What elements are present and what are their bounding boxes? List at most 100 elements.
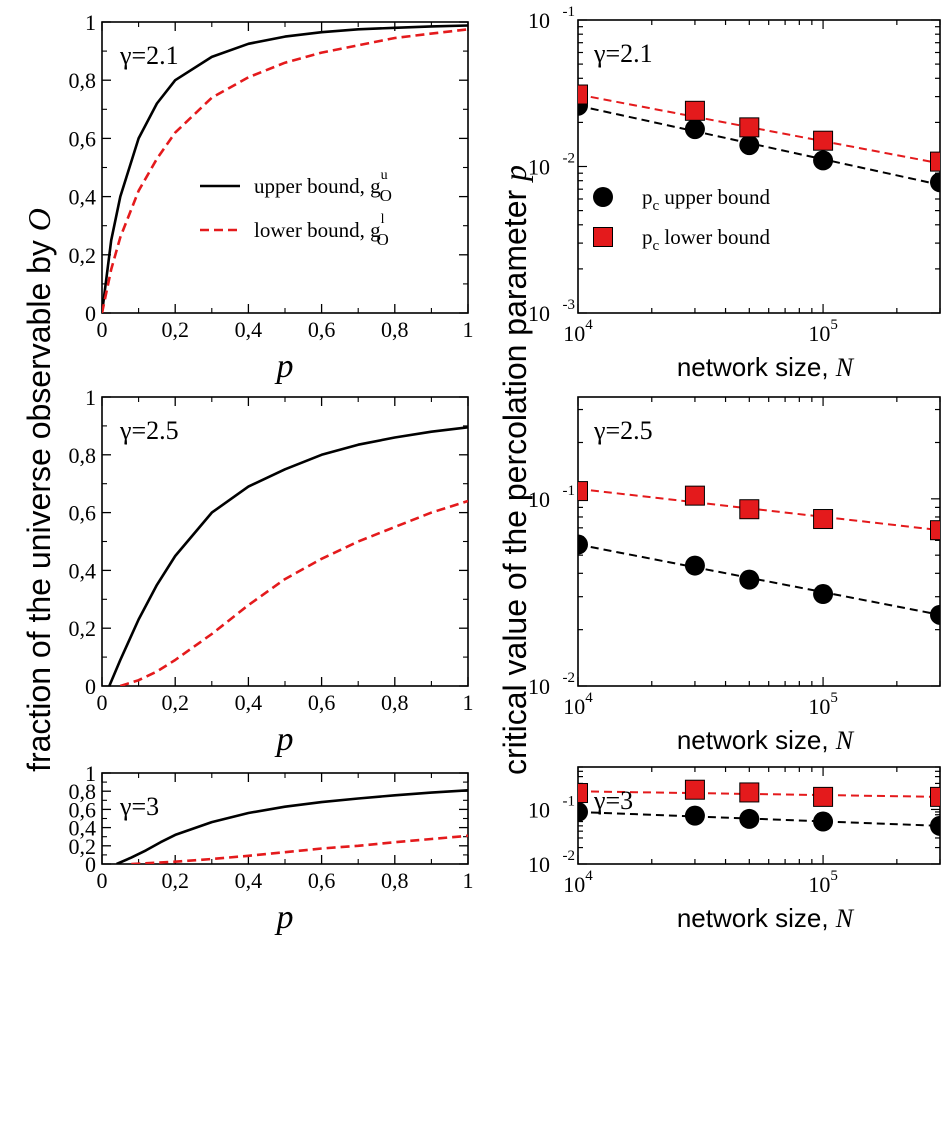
y-tick-label: 1	[85, 761, 96, 786]
series-line-upper	[116, 789, 468, 864]
y-tick-label-exponent: -1	[563, 483, 576, 499]
y-tick-label: 10 -2	[528, 670, 575, 699]
data-point-circle	[578, 534, 588, 555]
y-tick-label-base: 10	[528, 8, 550, 33]
y-tick-label-exponent: -2	[563, 670, 576, 686]
data-point-square	[739, 117, 760, 138]
data-point-circle	[813, 811, 834, 832]
x-tick-label: 0,4	[235, 317, 263, 342]
legend-label-lower: pc lower bound	[642, 225, 770, 254]
y-tick-label: 0,2	[69, 616, 97, 641]
x-tick-label-base: 10	[808, 321, 830, 346]
x-tick-label-base: 10	[563, 694, 585, 719]
x-tick-label: 1	[463, 868, 474, 893]
y-tick-label-base: 10	[528, 797, 550, 822]
plot-frame	[577, 766, 941, 865]
data-point-square	[930, 151, 940, 172]
x-tick-label: 1	[463, 317, 474, 342]
y-tick-label: 0,6	[69, 797, 97, 822]
right-shared-ylabel: critical value of the percolation parame…	[497, 165, 533, 775]
y-tick-label: 0,8	[69, 779, 97, 804]
legend-name: p	[642, 185, 653, 209]
data-point-square	[739, 499, 760, 520]
legend-suffix: upper bound	[659, 185, 770, 209]
svg-text:fraction of the universe obser: fraction of the universe observable by O	[21, 208, 57, 772]
y-tick-label-base: 10	[528, 487, 550, 512]
x-tick-label-base: 10	[563, 321, 585, 346]
x-tick-label: 105	[808, 690, 838, 719]
y-tick-label: 0,4	[69, 558, 97, 583]
legend-sup: u	[381, 168, 388, 183]
y-tick-label-base: 10	[528, 155, 550, 180]
y-tick-label-exponent: -2	[563, 151, 576, 167]
y-tick-label: 10 -1	[528, 483, 575, 512]
legend-suffix: lower bound	[659, 225, 770, 249]
y-tick-label: 1	[85, 10, 96, 35]
y-tick-label: 10 -3	[528, 297, 575, 326]
legend-sub: c	[653, 198, 660, 214]
plot-area	[102, 24, 468, 313]
data-point-circle	[684, 805, 705, 826]
legend-label-upper: upper bound, gu O	[254, 168, 392, 205]
x-tick-label: 0,4	[235, 690, 263, 715]
x-tick-label: 104	[563, 690, 593, 719]
panel-1: 0 0,2 0,4 0,6 0,8 1 0 0,2 0,4 0,6 0,8 1 p γ=2.1 upper …	[69, 10, 474, 385]
plot-area	[578, 779, 940, 836]
y-tick-label: 10 -2	[528, 848, 575, 877]
x-tick-label: 0,6	[308, 868, 336, 893]
x-axis-title-var: N	[835, 353, 855, 382]
y-tick-label-exponent: -1	[563, 793, 576, 809]
data-point-square	[578, 84, 588, 105]
data-point-square	[813, 509, 834, 530]
y-tick-label: 0,6	[69, 126, 97, 151]
x-tick-label-exponent: 5	[830, 868, 838, 884]
x-axis-title-text: network size,	[677, 903, 836, 933]
x-tick-label: 0,4	[235, 868, 263, 893]
y-tick-label: 0,8	[69, 68, 97, 93]
x-tick-label-base: 10	[563, 872, 585, 897]
x-tick-label-base: 10	[808, 872, 830, 897]
x-tick-label: 0	[97, 868, 108, 893]
data-point-circle	[813, 150, 834, 171]
y-tick-label: 0,4	[69, 185, 97, 210]
x-axis-title: p	[275, 899, 294, 936]
data-point-circle	[739, 569, 760, 590]
y-tick-label-base: 10	[528, 674, 550, 699]
data-point-square	[813, 786, 834, 807]
legend-name: p	[642, 225, 653, 249]
y-tick-label-exponent: -1	[563, 4, 576, 20]
x-axis-title-text: network size,	[677, 352, 836, 382]
data-point-square	[684, 779, 705, 800]
gamma-annotation: γ=3	[593, 786, 633, 815]
y-tick-label: 0	[85, 301, 96, 326]
series-line-lower	[131, 834, 468, 864]
series-line-lower	[102, 28, 468, 313]
data-point-square	[578, 783, 588, 804]
x-axis-title: p	[275, 721, 294, 758]
data-point-circle	[930, 604, 940, 625]
legend-sup: l	[381, 212, 385, 227]
gamma-annotation: γ=2.1	[119, 41, 179, 70]
x-axis-title: network size, N	[677, 903, 855, 933]
x-tick-label-exponent: 4	[585, 690, 593, 706]
data-point-square	[930, 520, 940, 541]
y-tick-label: 0,8	[69, 443, 97, 468]
x-tick-label: 105	[808, 868, 838, 897]
legend-marker-square	[593, 227, 613, 247]
legend-label-upper: pc upper bound	[642, 185, 770, 214]
data-point-square	[684, 100, 705, 121]
x-tick-label-exponent: 5	[830, 317, 838, 333]
x-tick-label: 105	[808, 317, 838, 346]
data-point-circle	[684, 555, 705, 576]
gamma-annotation: γ=2.5	[119, 416, 179, 445]
y-tick-label: 0,2	[69, 834, 97, 859]
x-tick-label-exponent: 4	[585, 868, 593, 884]
series-line-upper	[108, 426, 468, 686]
y-tick-label: 10 -1	[528, 4, 575, 33]
legend-sub: O	[376, 230, 388, 249]
x-axis-title-var: N	[835, 904, 855, 933]
x-tick-label-exponent: 4	[585, 317, 593, 333]
